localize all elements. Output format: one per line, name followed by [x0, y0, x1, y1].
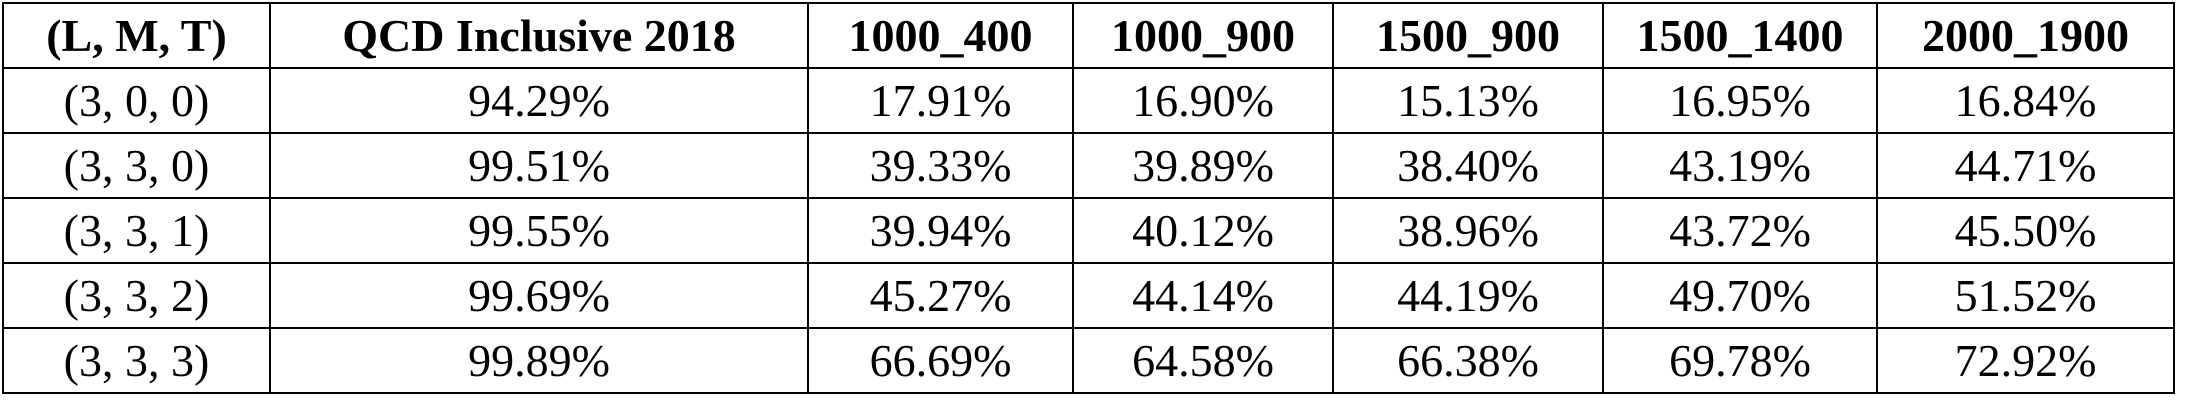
value-cell: 45.50% — [1876, 197, 2175, 264]
row-label-cell: (3, 3, 3) — [2, 327, 271, 394]
value-cell: 43.72% — [1602, 197, 1878, 264]
value-cell: 49.70% — [1602, 262, 1878, 329]
value-cell: 66.38% — [1332, 327, 1604, 394]
value-cell: 16.95% — [1602, 67, 1878, 134]
value-cell: 43.19% — [1602, 132, 1878, 199]
value-cell: 38.40% — [1332, 132, 1604, 199]
table-row: (3, 0, 0) 94.29% 17.91% 16.90% 15.13% 16… — [2, 67, 2175, 134]
value-cell: 99.55% — [269, 197, 809, 264]
header-cell-1000-900: 1000_900 — [1072, 2, 1334, 69]
value-cell: 40.12% — [1072, 197, 1334, 264]
value-cell: 39.33% — [807, 132, 1074, 199]
value-cell: 44.71% — [1876, 132, 2175, 199]
value-cell: 45.27% — [807, 262, 1074, 329]
table-body: (3, 0, 0) 94.29% 17.91% 16.90% 15.13% 16… — [2, 67, 2175, 394]
value-cell: 44.19% — [1332, 262, 1604, 329]
header-cell-1500-1400: 1500_1400 — [1602, 2, 1878, 69]
value-cell: 51.52% — [1876, 262, 2175, 329]
value-cell: 15.13% — [1332, 67, 1604, 134]
row-label-cell: (3, 3, 0) — [2, 132, 271, 199]
header-cell-qcd-inclusive-2018: QCD Inclusive 2018 — [269, 2, 809, 69]
header-cell-1000-400: 1000_400 — [807, 2, 1074, 69]
table-row: (3, 3, 1) 99.55% 39.94% 40.12% 38.96% 43… — [2, 197, 2175, 264]
table-row: (3, 3, 2) 99.69% 45.27% 44.14% 44.19% 49… — [2, 262, 2175, 329]
value-cell: 38.96% — [1332, 197, 1604, 264]
row-label-cell: (3, 3, 1) — [2, 197, 271, 264]
efficiency-table: (L, M, T) QCD Inclusive 2018 1000_400 10… — [2, 2, 2175, 394]
value-cell: 16.84% — [1876, 67, 2175, 134]
header-cell-lmt: (L, M, T) — [2, 2, 271, 69]
header-row: (L, M, T) QCD Inclusive 2018 1000_400 10… — [2, 2, 2175, 69]
table-row: (3, 3, 0) 99.51% 39.33% 39.89% 38.40% 43… — [2, 132, 2175, 199]
value-cell: 44.14% — [1072, 262, 1334, 329]
value-cell: 69.78% — [1602, 327, 1878, 394]
value-cell: 64.58% — [1072, 327, 1334, 394]
value-cell: 17.91% — [807, 67, 1074, 134]
table-header: (L, M, T) QCD Inclusive 2018 1000_400 10… — [2, 2, 2175, 69]
value-cell: 99.89% — [269, 327, 809, 394]
value-cell: 72.92% — [1876, 327, 2175, 394]
row-label-cell: (3, 3, 2) — [2, 262, 271, 329]
table-row: (3, 3, 3) 99.89% 66.69% 64.58% 66.38% 69… — [2, 327, 2175, 394]
value-cell: 94.29% — [269, 67, 809, 134]
value-cell: 39.94% — [807, 197, 1074, 264]
value-cell: 66.69% — [807, 327, 1074, 394]
row-label-cell: (3, 0, 0) — [2, 67, 271, 134]
value-cell: 16.90% — [1072, 67, 1334, 134]
header-cell-1500-900: 1500_900 — [1332, 2, 1604, 69]
efficiency-table-container: (L, M, T) QCD Inclusive 2018 1000_400 10… — [2, 2, 2175, 394]
value-cell: 39.89% — [1072, 132, 1334, 199]
value-cell: 99.51% — [269, 132, 809, 199]
value-cell: 99.69% — [269, 262, 809, 329]
header-cell-2000-1900: 2000_1900 — [1876, 2, 2175, 69]
